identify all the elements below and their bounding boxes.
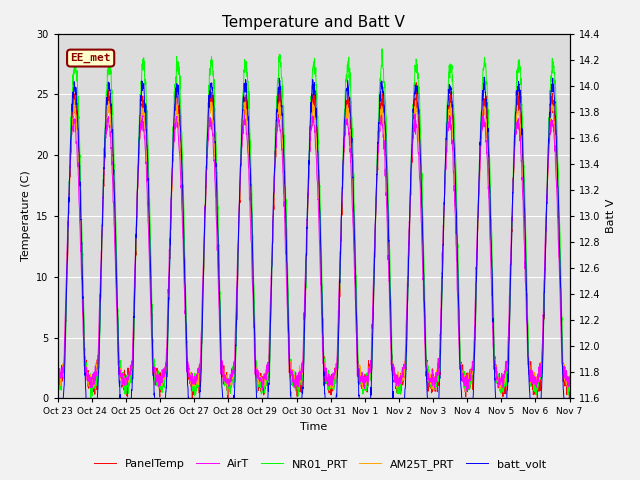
AirT (340, 157, 348, 163)
AM25T_PRT (54, 381, 61, 387)
PanelTemp (462, 376, 470, 382)
batt_volt (328, 396, 336, 401)
NR01_PRT (535, 373, 543, 379)
AirT (196, 353, 204, 359)
batt_volt (339, 156, 347, 162)
AM25T_PRT (521, 239, 529, 245)
AM25T_PRT (535, 372, 543, 377)
PanelTemp (535, 388, 543, 394)
Text: EE_met: EE_met (70, 53, 111, 63)
Title: Temperature and Batt V: Temperature and Batt V (222, 15, 405, 30)
PanelTemp (521, 222, 529, 228)
NR01_PRT (340, 143, 348, 148)
Line: NR01_PRT: NR01_PRT (58, 49, 570, 398)
NR01_PRT (54, 388, 61, 394)
AirT (462, 373, 470, 379)
Line: batt_volt: batt_volt (58, 77, 570, 398)
AirT (328, 383, 336, 388)
batt_volt (535, 396, 543, 401)
Y-axis label: Temperature (C): Temperature (C) (20, 170, 31, 262)
Line: AirT: AirT (58, 109, 570, 391)
PanelTemp (534, 396, 541, 401)
AM25T_PRT (340, 152, 348, 157)
AM25T_PRT (70, 97, 78, 103)
PanelTemp (328, 372, 336, 377)
AirT (188, 388, 195, 394)
NR01_PRT (566, 376, 573, 382)
PanelTemp (566, 384, 573, 390)
batt_volt (54, 396, 61, 401)
AM25T_PRT (328, 376, 336, 382)
AirT (54, 382, 61, 388)
AM25T_PRT (496, 386, 504, 392)
X-axis label: Time: Time (300, 422, 327, 432)
NR01_PRT (328, 386, 336, 392)
AirT (535, 364, 543, 370)
PanelTemp (196, 364, 204, 370)
NR01_PRT (378, 46, 386, 52)
AirT (566, 376, 573, 382)
batt_volt (481, 74, 488, 80)
NR01_PRT (196, 360, 204, 366)
AM25T_PRT (196, 364, 204, 370)
AM25T_PRT (462, 375, 470, 381)
PanelTemp (339, 171, 347, 177)
AM25T_PRT (566, 384, 573, 390)
PanelTemp (412, 80, 420, 85)
Line: AM25T_PRT: AM25T_PRT (58, 100, 570, 389)
batt_volt (521, 205, 529, 211)
AirT (521, 265, 529, 271)
Legend: PanelTemp, AirT, NR01_PRT, AM25T_PRT, batt_volt: PanelTemp, AirT, NR01_PRT, AM25T_PRT, ba… (90, 455, 550, 474)
batt_volt (462, 396, 470, 401)
NR01_PRT (521, 190, 529, 196)
AirT (479, 107, 487, 112)
NR01_PRT (87, 395, 95, 401)
PanelTemp (54, 388, 61, 394)
NR01_PRT (463, 383, 470, 388)
batt_volt (566, 396, 573, 401)
Line: PanelTemp: PanelTemp (58, 83, 570, 398)
batt_volt (196, 384, 204, 390)
Y-axis label: Batt V: Batt V (606, 199, 616, 233)
